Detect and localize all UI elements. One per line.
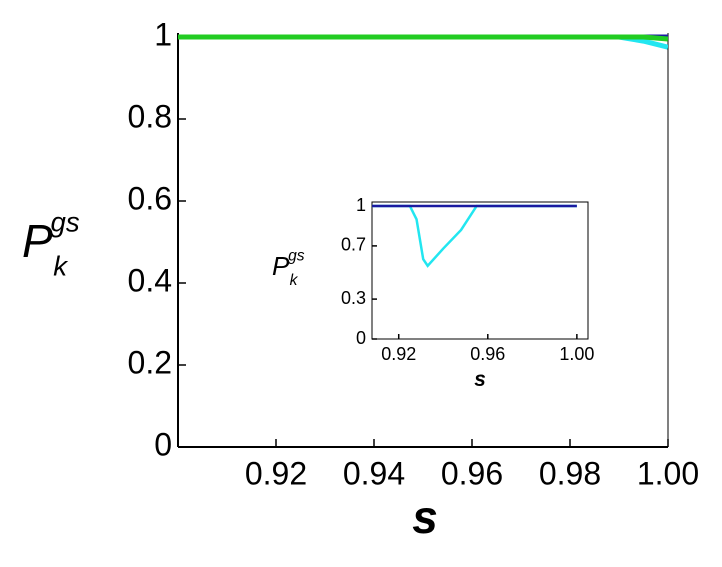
x-tick-label: 0.94 bbox=[343, 455, 405, 491]
x-axis-label: s bbox=[474, 368, 486, 391]
y-axis-label: P bbox=[272, 251, 290, 281]
y-tick-label: 0.3 bbox=[341, 288, 366, 308]
y-tick-label: 1 bbox=[154, 16, 172, 52]
y-axis-label-sub: k bbox=[53, 250, 68, 281]
y-tick-label: 0 bbox=[154, 426, 172, 462]
y-axis-label-sub: k bbox=[290, 272, 299, 289]
x-tick-label: 0.92 bbox=[245, 455, 307, 491]
series-line bbox=[372, 204, 577, 268]
y-axis-label-sup: gs bbox=[51, 207, 80, 238]
y-tick-label: 0.2 bbox=[128, 344, 172, 380]
y-axis-label: P bbox=[22, 215, 53, 267]
inset-frame bbox=[371, 201, 589, 340]
y-tick-label: 1 bbox=[356, 195, 366, 215]
x-tick-label: 0.96 bbox=[441, 455, 503, 491]
y-axis-label-sup: gs bbox=[288, 247, 305, 264]
x-tick-label: 1.00 bbox=[637, 455, 699, 491]
x-tick-label: 1.00 bbox=[559, 344, 594, 364]
x-tick-label: 0.92 bbox=[381, 344, 416, 364]
y-tick-label: 0.4 bbox=[128, 262, 172, 298]
x-tick-label: 0.96 bbox=[470, 344, 505, 364]
y-tick-label: 0 bbox=[356, 328, 366, 348]
y-tick-label: 0.6 bbox=[128, 180, 172, 216]
y-tick-label: 0.7 bbox=[341, 235, 366, 255]
y-tick-label: 0.8 bbox=[128, 98, 172, 134]
x-axis-label: s bbox=[412, 491, 438, 543]
series-line bbox=[178, 34, 668, 42]
x-tick-label: 0.98 bbox=[539, 455, 601, 491]
